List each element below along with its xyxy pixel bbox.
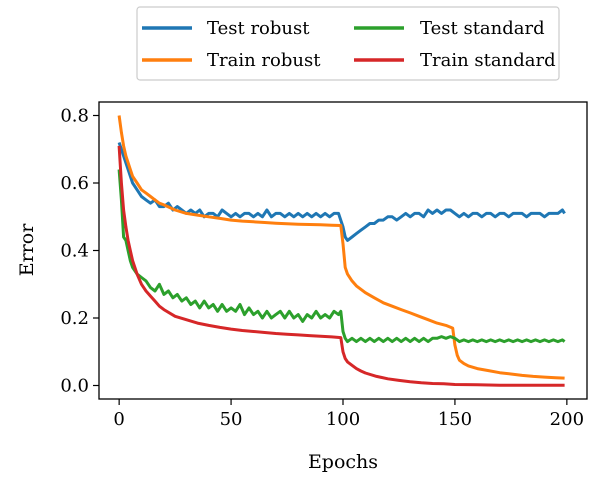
x-tick-label: 0 [113,409,124,430]
x-tick-label: 200 [550,409,584,430]
x-tick-label: 100 [326,409,360,430]
y-tick-label: 0.8 [60,106,89,127]
y-tick-label: 0.2 [60,308,89,329]
y-tick-label: 0.0 [60,376,89,397]
tick-layer: 0 50 100 150 200 0.0 0.2 0.4 0.6 0.8 [60,106,584,431]
series-line-test-standard [117,169,566,344]
legend: Test robust Train robust Test standard T… [136,6,560,81]
y-tick-label: 0.4 [60,241,89,262]
series-line-test-robust [117,142,566,242]
legend-label-train-standard: Train standard [420,50,556,71]
x-axis-label: Epochs [308,451,378,473]
y-tick-label: 0.6 [60,173,89,194]
x-tick-label: 150 [438,409,472,430]
series-line-train-robust [117,115,565,380]
legend-frame [136,6,560,81]
y-axis-label: Error [16,223,38,276]
series-layer [117,115,566,387]
series-line-train-standard [117,145,565,387]
legend-label-train-robust: Train robust [207,50,321,71]
legend-label-test-standard: Test standard [420,18,545,39]
legend-label-test-robust: Test robust [207,18,310,39]
x-tick-label: 50 [220,409,243,430]
